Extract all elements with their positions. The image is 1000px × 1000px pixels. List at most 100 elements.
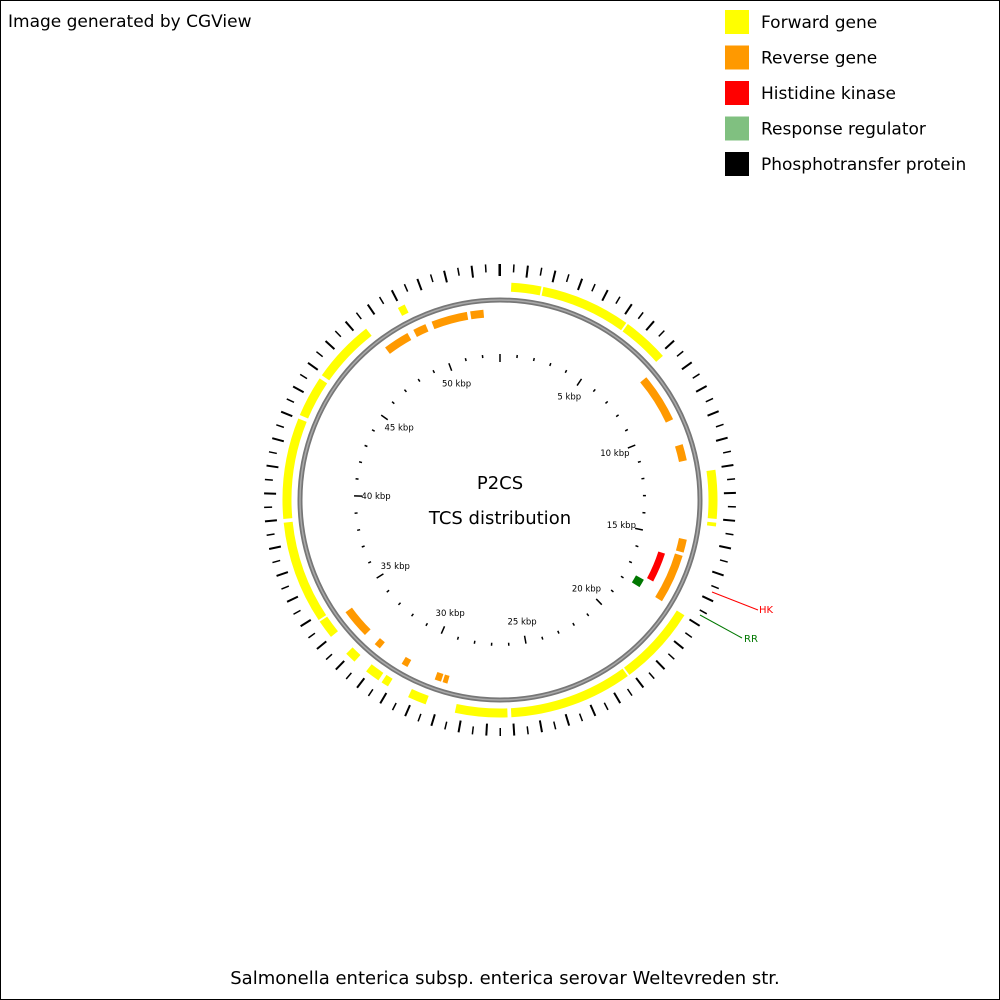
inner-tick — [627, 444, 636, 449]
reverse-gene — [442, 674, 450, 684]
forward-gene — [623, 610, 685, 675]
reverse-gene — [434, 671, 444, 682]
outer-tick — [429, 274, 434, 283]
inner-tick — [576, 378, 583, 386]
outer-tick — [525, 265, 529, 278]
outer-tick — [378, 296, 385, 305]
outer-tick — [723, 518, 736, 522]
inner-tick — [410, 613, 414, 617]
outer-tick — [356, 677, 366, 689]
outer-tick — [648, 672, 655, 680]
outer-tick — [658, 330, 665, 337]
reverse-gene — [345, 607, 371, 636]
outer-tick — [721, 464, 734, 468]
inner-tick — [432, 369, 436, 374]
inner-tick — [464, 357, 467, 362]
outer-tick — [417, 713, 422, 722]
inner-tick — [564, 369, 568, 374]
inner-tick — [557, 630, 560, 634]
forward-gene — [510, 668, 628, 718]
outer-tick — [292, 385, 305, 394]
inner-tick — [595, 598, 603, 606]
outer-tick — [276, 424, 285, 429]
outer-tick — [715, 436, 728, 442]
outer-tick — [711, 584, 720, 590]
legend-swatch — [725, 152, 749, 176]
map-title: P2CS — [477, 473, 523, 494]
outer-tick — [564, 713, 571, 726]
inner-tick — [440, 626, 446, 634]
outer-tick — [391, 702, 397, 711]
legend-label: Histidine kinase — [761, 84, 896, 104]
inner-tick — [364, 444, 368, 448]
forward-gene — [541, 286, 627, 331]
scale-label: 15 kbp — [607, 521, 636, 531]
legend-swatch — [725, 116, 749, 141]
outer-tick — [266, 464, 279, 469]
forward-gene — [622, 324, 663, 362]
outer-tick — [286, 398, 295, 404]
outer-tick — [324, 340, 336, 350]
outer-tick — [379, 692, 388, 704]
inner-tick — [473, 640, 476, 644]
legend-label: Response regulator — [761, 120, 926, 140]
inner-tick — [628, 560, 633, 564]
forward-gene — [706, 469, 718, 519]
outer-tick — [725, 532, 734, 536]
scale-label: 30 kbp — [436, 609, 465, 619]
inner-tick — [620, 575, 624, 579]
histidine-kinase — [646, 551, 666, 582]
outer-tick — [727, 478, 736, 481]
backbone-highlight — [299, 299, 701, 701]
outer-tick — [664, 339, 675, 350]
outer-tick — [701, 595, 714, 603]
inner-tick — [634, 527, 644, 531]
reverse-gene — [431, 311, 469, 330]
inner-tick — [615, 414, 620, 418]
outer-tick — [589, 704, 597, 717]
reverse-gene — [385, 332, 412, 354]
inner-tick — [371, 429, 376, 432]
footer-text: Salmonella enterica subsp. enterica sero… — [230, 968, 780, 989]
outer-tick — [307, 361, 319, 371]
outer-tick — [578, 713, 584, 722]
forward-gene — [454, 703, 508, 718]
outer-tick — [676, 350, 684, 357]
outer-tick — [637, 311, 644, 320]
inner-tick — [380, 414, 389, 421]
outer-tick — [268, 451, 277, 455]
inner-tick — [637, 460, 642, 463]
outer-tick — [443, 270, 448, 283]
outer-tick — [266, 533, 275, 536]
inner-tick — [586, 613, 590, 617]
inner-tick — [549, 362, 552, 367]
scale-label: 50 kbp — [442, 379, 471, 389]
outer-tick — [715, 423, 724, 428]
outer-tick — [334, 330, 342, 338]
outer-tick — [264, 519, 278, 523]
inner-tick — [610, 589, 614, 593]
legend-label: Forward gene — [761, 13, 877, 33]
reverse-gene — [675, 538, 687, 553]
hk-label: HK — [759, 605, 774, 616]
reverse-gene — [674, 444, 687, 462]
inner-tick — [572, 622, 576, 627]
outer-tick — [553, 721, 557, 730]
outer-tick — [601, 289, 609, 302]
outer-tick — [276, 571, 289, 577]
outer-tick — [271, 437, 285, 443]
outer-tick — [315, 351, 324, 358]
legend-label: Phosphotransfer protein — [761, 155, 966, 175]
outer-tick — [485, 723, 488, 736]
outer-tick — [695, 385, 708, 393]
scale-label: 40 kbp — [361, 492, 390, 502]
outer-tick — [316, 640, 327, 650]
outer-tick — [293, 609, 301, 615]
outer-tick — [526, 726, 529, 735]
outer-tick — [577, 278, 584, 291]
outer-tick — [681, 361, 693, 371]
outer-tick — [624, 303, 633, 315]
forward-gene — [321, 328, 372, 381]
outer-tick — [325, 653, 333, 661]
reverse-gene — [470, 309, 485, 320]
